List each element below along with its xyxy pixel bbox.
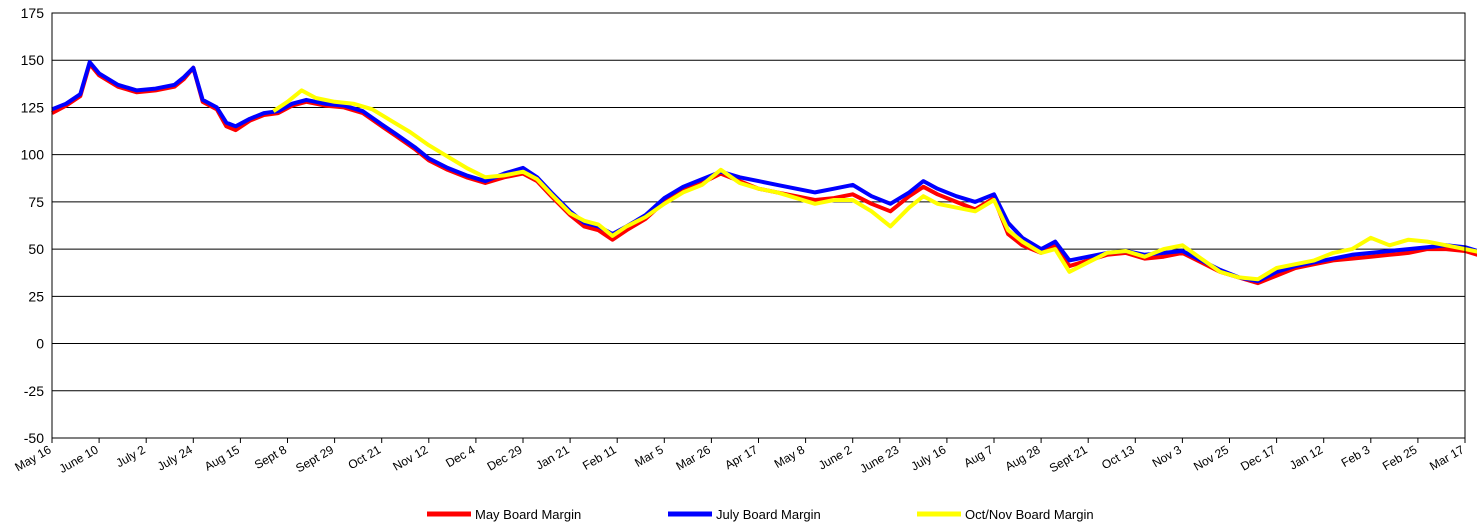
y-axis-tick-labels: 175 150 125 100 75 50 25 0 -25 -50	[21, 5, 45, 446]
x-tick-label: Aug 7	[961, 442, 995, 470]
y-tick-label: -25	[24, 383, 44, 399]
x-tick-label: June 10	[57, 442, 101, 476]
x-tick-label: Nov 3	[1150, 442, 1184, 470]
x-tick-label: Jan 12	[1287, 442, 1325, 472]
series-lines	[51, 60, 1477, 286]
x-tick-label: June 23	[857, 442, 901, 476]
x-tick-label: Sept 29	[293, 442, 336, 475]
y-tick-label: 50	[28, 241, 44, 257]
x-tick-label: Jan 21	[533, 442, 571, 472]
legend-label-1: July Board Margin	[716, 507, 821, 522]
x-tick-label: May 8	[772, 442, 808, 471]
legend-label-0: May Board Margin	[475, 507, 581, 522]
gridlines	[52, 12, 1465, 439]
x-tick-label: Oct 13	[1099, 442, 1137, 472]
y-tick-label: 150	[21, 52, 45, 68]
y-tick-label: 75	[28, 194, 44, 210]
x-tick-label: Aug 15	[202, 442, 242, 473]
y-tick-label: 100	[21, 147, 45, 163]
x-tick-label: Feb 11	[580, 442, 619, 473]
y-tick-label: 175	[21, 5, 45, 21]
x-tick-label: July 24	[155, 442, 195, 473]
x-tick-label: Apr 17	[722, 442, 760, 472]
x-tick-label: Sept 21	[1047, 442, 1090, 475]
x-tick-label: Dec 29	[485, 442, 525, 473]
plot-border	[51, 12, 1466, 439]
x-tick-label: Mar 5	[632, 442, 666, 470]
x-axis-tick-labels: May 16 June 10 July 2 July 24 Aug 15 Sept 8 Se…	[12, 438, 1467, 476]
x-tick-label: Nov 25	[1191, 442, 1231, 473]
series-line-2	[272, 88, 1477, 282]
legend-label-2: Oct/Nov Board Margin	[965, 507, 1094, 522]
x-tick-label: Oct 21	[346, 442, 384, 472]
y-tick-label: -50	[24, 430, 44, 446]
x-tick-label: Mar 26	[674, 442, 714, 473]
x-tick-label: Sept 8	[252, 442, 289, 472]
x-tick-label: Mar 17	[1427, 442, 1467, 473]
x-tick-label: June 2	[816, 442, 854, 472]
x-tick-label: Dec 17	[1238, 442, 1278, 473]
y-tick-label: 25	[28, 288, 44, 304]
x-tick-label: Nov 12	[390, 442, 430, 473]
x-tick-label: Feb 3	[1339, 442, 1373, 470]
series-line-1	[51, 60, 1477, 284]
legend: May Board Margin July Board Margin Oct/Nov…	[427, 507, 1094, 522]
y-tick-label: 0	[36, 336, 44, 352]
x-tick-label: Feb 25	[1380, 442, 1420, 473]
x-tick-label: Dec 4	[443, 442, 477, 470]
x-tick-label: July 16	[908, 442, 948, 473]
x-tick-label: May 16	[12, 442, 53, 474]
x-tick-label: July 2	[114, 442, 148, 470]
x-tick-label: Aug 28	[1003, 442, 1043, 473]
y-tick-label: 125	[21, 99, 45, 115]
